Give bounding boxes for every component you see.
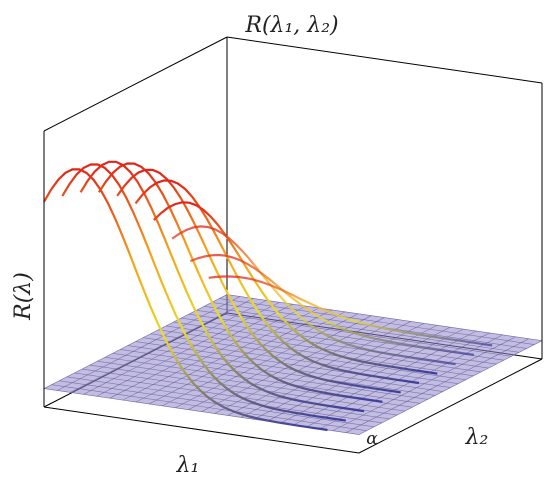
plane-grid-line <box>332 336 516 432</box>
curve-lambda2-0.5 <box>134 179 420 385</box>
bounding-box-front <box>43 83 543 454</box>
box-edge-front-bottom <box>43 406 360 454</box>
x-axis-label: λ₁ <box>176 453 200 478</box>
curve-lambda2-0.7 <box>171 225 456 366</box>
curve-lambda2-0.9 <box>208 275 493 347</box>
curve-lambda2-0.2 <box>79 160 365 413</box>
curve-lambda2-0.4 <box>116 168 401 394</box>
chart-title: R(λ₁, λ₂) <box>244 13 338 38</box>
plane-grid-line <box>345 338 530 433</box>
plane-label: α <box>366 429 378 449</box>
box-edge-right-bottom <box>358 358 543 454</box>
y-axis-label: λ₂ <box>465 425 489 450</box>
box-edge-back-top <box>226 36 543 84</box>
plane-grid-line <box>204 306 520 353</box>
plane-alpha <box>43 294 543 435</box>
z-axis-label: R(λ) <box>11 272 36 321</box>
curve-lambda2-0.3 <box>97 162 383 403</box>
curve-lambda2-0.1 <box>61 163 346 422</box>
curve-family <box>43 160 493 432</box>
curve-lambda2-0.6 <box>153 201 438 375</box>
box-edge-left-top <box>43 36 228 132</box>
curve-lambda2-0.8 <box>190 253 475 356</box>
